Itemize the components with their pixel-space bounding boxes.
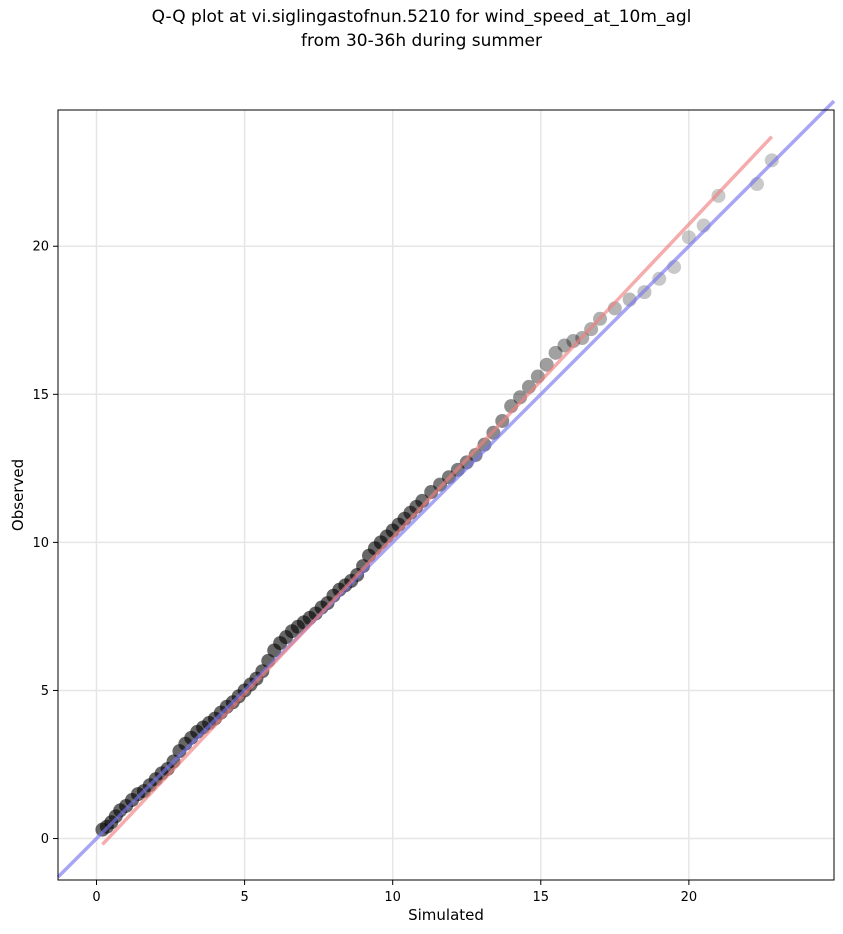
y-tick-label-4: 20 <box>32 240 49 255</box>
chart-title-line-1: Q-Q plot at vi.siglingastofnun.5210 for … <box>151 7 692 27</box>
x-tick-label-1: 5 <box>240 890 248 905</box>
scatter-points <box>95 153 779 837</box>
x-tick-label-4: 20 <box>681 890 698 905</box>
y-tick-label-3: 15 <box>32 388 49 403</box>
y-tick-label-2: 10 <box>32 536 49 551</box>
axis-ticks: 0 5 10 15 20 0 5 10 15 20 <box>32 240 697 905</box>
data-point <box>652 271 667 286</box>
data-point <box>539 357 554 372</box>
grid-lines <box>58 110 834 880</box>
chart-title-line-2: from 30-36h during summer <box>301 31 542 51</box>
data-point <box>711 188 726 203</box>
x-tick-label-2: 10 <box>384 890 401 905</box>
data-point <box>548 345 563 360</box>
fit-line <box>101 135 774 846</box>
y-axis-label: Observed <box>9 459 27 531</box>
y-tick-label-1: 5 <box>41 684 49 699</box>
reference-lines <box>56 99 836 879</box>
x-axis-label: Simulated <box>408 906 484 924</box>
plot-frame <box>57 109 835 881</box>
x-tick-label-0: 0 <box>92 890 100 905</box>
y-tick-label-0: 0 <box>41 832 49 847</box>
x-tick-label-3: 15 <box>533 890 550 905</box>
identity-line <box>56 99 836 879</box>
data-point <box>764 153 779 168</box>
data-point <box>557 338 572 353</box>
